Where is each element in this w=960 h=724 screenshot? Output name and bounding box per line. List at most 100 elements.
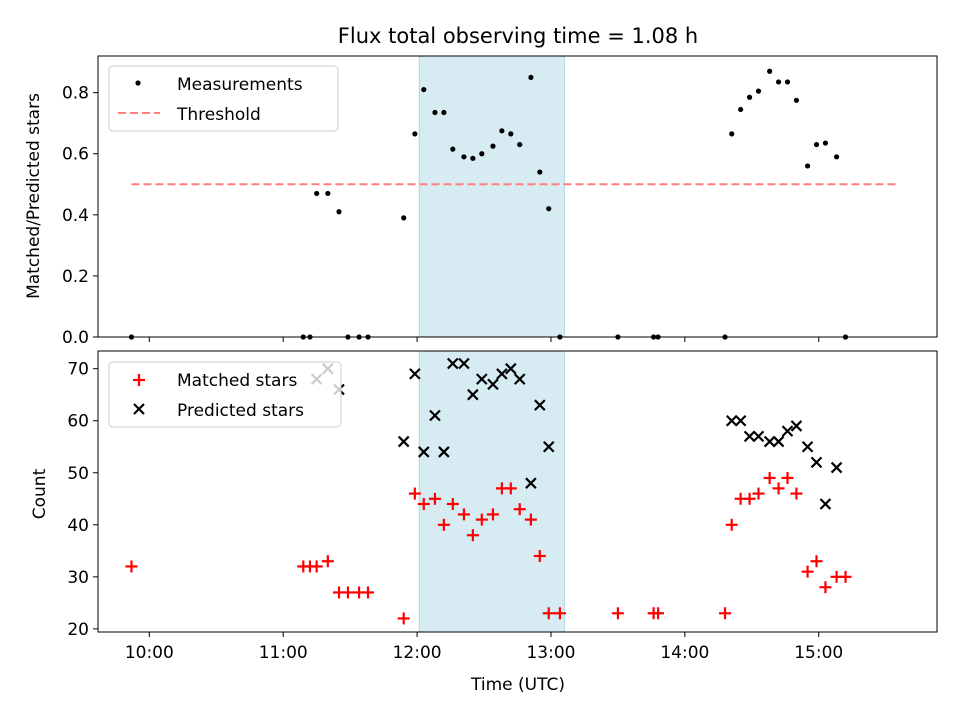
measurement-point (441, 109, 447, 116)
measurement-point (336, 209, 342, 215)
legend-label-matched-stars: Matched stars (177, 371, 297, 391)
measurement-point (528, 74, 534, 80)
predicted-star-point (763, 435, 776, 448)
matched-star-point (524, 513, 537, 526)
predicted-star-point (542, 440, 555, 453)
predicted-star-point (429, 409, 441, 422)
measurement-point (755, 88, 762, 94)
predicted-star-point (830, 461, 843, 474)
measurement-point (822, 140, 829, 146)
bottom-legend-box (108, 361, 342, 428)
predicted-star-point (525, 477, 537, 489)
legend-marker-measurements (135, 80, 141, 86)
matched-star-point (725, 518, 738, 531)
predicted-star-point (534, 399, 546, 411)
predicted-star-point (418, 446, 430, 458)
measurement-point (421, 86, 427, 93)
predicted-star-point (476, 373, 488, 385)
matched-star-point (408, 487, 421, 500)
measurement-point (738, 106, 744, 113)
top-legend: Measurements Threshold (108, 65, 339, 132)
matched-star-point (437, 518, 450, 531)
top-y-tick-label: 0.0 (62, 328, 89, 348)
x-tick-label: 13:00 (526, 643, 575, 663)
top-y-tick-label: 0.4 (62, 206, 89, 226)
legend-label-threshold: Threshold (176, 105, 261, 125)
predicted-star-point (772, 435, 785, 448)
matched-star-point (397, 612, 410, 625)
predicted-star-point (397, 435, 410, 448)
measurement-point (470, 155, 476, 161)
matched-star-point (466, 529, 479, 542)
measurement-point (537, 169, 543, 175)
measurement-point (325, 190, 331, 197)
measurement-point (517, 141, 523, 148)
bottom-panel: 20 30 40 50 60 70 10:00 11:00 12:00 13:00 14:00 15:… (30, 350, 938, 695)
matched-star-point (772, 482, 785, 495)
measurement-point (804, 163, 811, 169)
x-tick-label: 14:00 (660, 643, 709, 663)
measurement-point (508, 131, 514, 137)
top-y-tick-label: 0.6 (62, 145, 89, 165)
measurement-point (450, 146, 456, 152)
matched-star-point (781, 471, 794, 484)
predicted-star-point (496, 368, 508, 380)
top-legend-box (108, 65, 339, 132)
matched-star-point (475, 513, 488, 526)
matched-star-point (486, 508, 499, 521)
measurement-point (490, 143, 496, 149)
matched-star-point (457, 508, 470, 521)
x-tick-label: 12:00 (393, 643, 442, 663)
predicted-star-point (734, 414, 747, 427)
predicted-star-point (438, 446, 450, 458)
matched-star-point (801, 565, 814, 578)
matched-star-point (652, 607, 665, 620)
predicted-star-point (409, 368, 421, 380)
predicted-star-point (487, 378, 499, 391)
matched-star-point (321, 555, 334, 568)
matched-star-point (341, 586, 354, 599)
bottom-legend: Matched stars Predicted stars (108, 361, 342, 428)
predicted-star-point (458, 357, 470, 370)
matched-star-point (310, 560, 323, 573)
matched-star-point (819, 581, 832, 594)
measurement-point (499, 128, 505, 134)
x-tick-label: 15:00 (794, 643, 843, 663)
measurement-point (784, 79, 791, 85)
matched-star-point (743, 492, 756, 505)
bottom-y-tick-label: 30 (67, 568, 89, 588)
top-y-tick-label: 0.2 (62, 267, 89, 287)
measurement-point (746, 94, 753, 100)
x-axis-label: Time (UTC) (470, 675, 565, 695)
predicted-star-point (505, 362, 517, 375)
bottom-y-tick-label: 20 (67, 620, 89, 640)
bottom-y-axis-label: Count (30, 468, 50, 519)
predicted-star-point (725, 414, 738, 427)
x-tick-label: 10:00 (125, 643, 174, 663)
legend-label-measurements: Measurements (177, 75, 303, 95)
matched-star-point (542, 607, 555, 620)
top-highlight-span (418, 55, 565, 338)
measurement-point (412, 131, 418, 137)
matched-star-point (361, 586, 374, 599)
legend-marker-predicted-stars (133, 403, 145, 415)
chart-title: Flux total observing time = 1.08 h (338, 24, 698, 48)
bottom-y-tick-label: 40 (67, 516, 89, 536)
predicted-star-point (790, 420, 803, 432)
measurement-point (314, 190, 320, 197)
matched-star-point (790, 487, 803, 500)
matched-star-point (533, 550, 546, 563)
measurement-point (793, 97, 800, 103)
matched-star-point (446, 497, 459, 510)
bottom-y-tick-label: 70 (67, 360, 89, 380)
predicted-star-point (752, 430, 765, 443)
predicted-star-point (467, 388, 479, 401)
measurement-point (546, 206, 552, 212)
legend-label-predicted-stars: Predicted stars (177, 401, 304, 421)
matched-star-point (611, 607, 624, 620)
predicted-star-point (819, 498, 832, 510)
top-y-axis-label: Matched/Predicted stars (24, 93, 44, 299)
matched-star-point (513, 503, 526, 516)
legend-marker-matched-stars (133, 374, 145, 386)
